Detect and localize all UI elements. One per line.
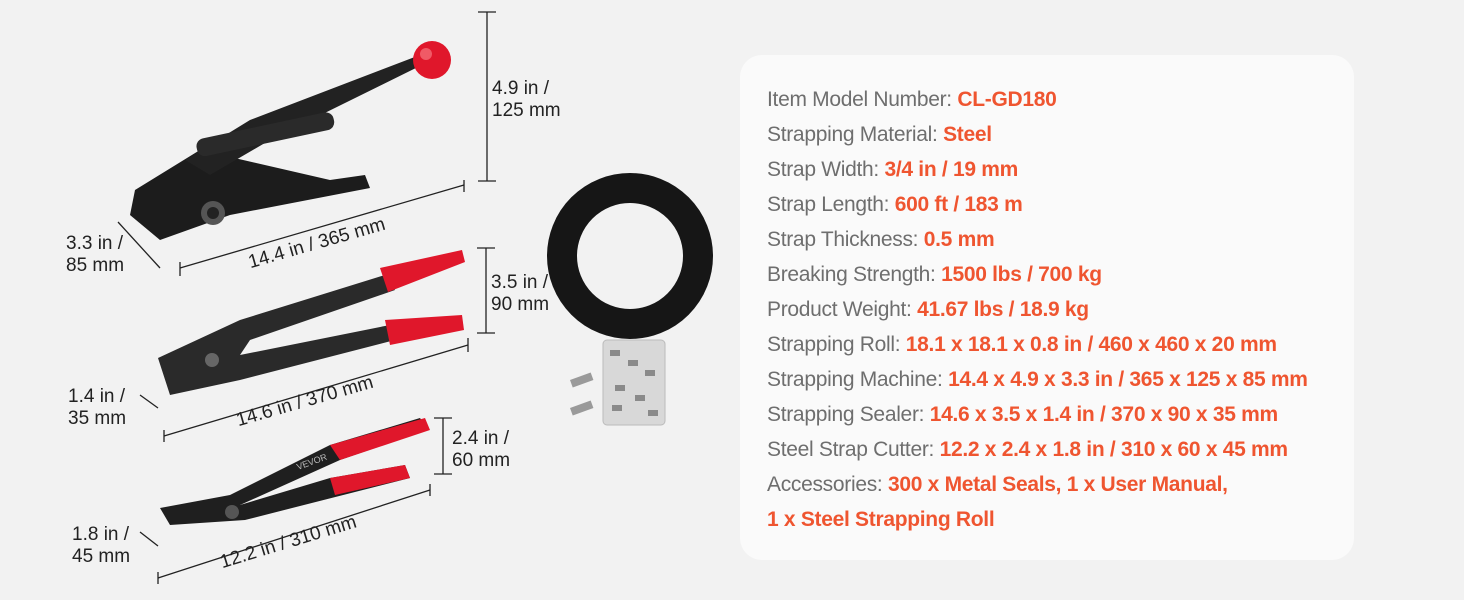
spec-row-weight: Product Weight: 41.67 lbs / 18.9 kg <box>767 298 1089 321</box>
spec-row-strap-thickness: Strap Thickness: 0.5 mm <box>767 228 995 251</box>
spec-row-breaking-strength: Breaking Strength: 1500 lbs / 700 kg <box>767 263 1102 286</box>
spec-row-strap-length: Strap Length: 600 ft / 183 m <box>767 193 1023 216</box>
spec-row-model: Item Model Number: CL-GD180 <box>767 88 1057 111</box>
spec-row-strapping-machine: Strapping Machine: 14.4 x 4.9 x 3.3 in /… <box>767 368 1308 391</box>
spec-row-strapping-sealer: Strapping Sealer: 14.6 x 3.5 x 1.4 in / … <box>767 403 1278 426</box>
spec-row-strapping-roll: Strapping Roll: 18.1 x 18.1 x 0.8 in / 4… <box>767 333 1277 356</box>
specifications-list: Item Model Number: CL-GD180 Strapping Ma… <box>767 82 1308 537</box>
spec-row-strap-width: Strap Width: 3/4 in / 19 mm <box>767 158 1019 181</box>
spec-row-accessories: Accessories: 300 x Metal Seals, 1 x User… <box>767 473 1228 496</box>
strapping-machine-image <box>130 41 451 240</box>
spec-row-strap-cutter: Steel Strap Cutter: 12.2 x 2.4 x 1.8 in … <box>767 438 1288 461</box>
steel-strapping-roll-image <box>547 173 713 339</box>
machine-height-label: 4.9 in /125 mm <box>492 78 561 121</box>
sealer-height-label: 3.5 in /90 mm <box>491 272 550 315</box>
dimension-lines <box>117 11 496 584</box>
cutter-height-label: 2.4 in /60 mm <box>452 428 511 471</box>
strapping-sealer-image <box>158 250 465 395</box>
cutter-width-label: 1.8 in /45 mm <box>72 524 131 567</box>
spec-row-accessories-cont: 1 x Steel Strapping Roll <box>767 508 995 531</box>
spec-row-material: Strapping Material: Steel <box>767 123 992 146</box>
machine-width-label: 3.3 in /85 mm <box>66 233 125 276</box>
steel-strap-cutter-image: VEVOR <box>160 418 430 525</box>
specifications-card: Item Model Number: CL-GD180 Strapping Ma… <box>740 55 1354 560</box>
sealer-width-label: 1.4 in /35 mm <box>68 386 127 429</box>
metal-seals-image <box>570 339 666 426</box>
